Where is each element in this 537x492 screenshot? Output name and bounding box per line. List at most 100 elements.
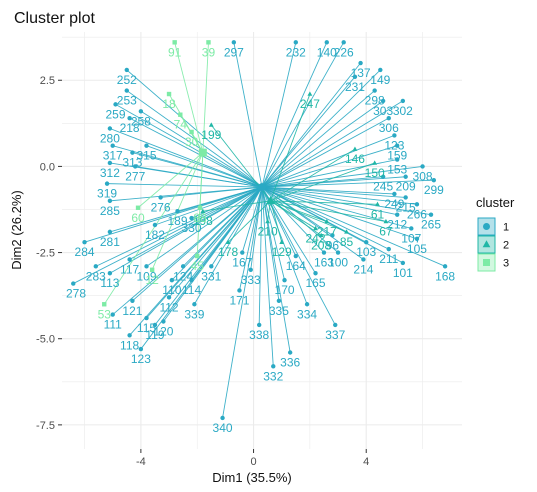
cluster-1-point-label: 265 [421, 218, 441, 232]
cluster-2-segment [270, 200, 316, 229]
cluster-3-point-label: 53 [98, 307, 112, 321]
cluster-1-point [293, 40, 299, 45]
cluster-1-point [152, 222, 158, 228]
cluster-3-segment [137, 152, 204, 209]
cluster-1-point [400, 98, 406, 104]
y-tick-label: -7.5 [36, 420, 55, 432]
cluster-1-point-label: 115 [137, 321, 156, 335]
cluster-1-segment [261, 186, 432, 216]
cluster-1-segment [191, 186, 263, 281]
data-points [71, 40, 448, 421]
cluster-1-point [166, 295, 172, 300]
cluster-1-point-label: 96 [326, 238, 340, 252]
cluster-1-point-label: 118 [120, 338, 139, 352]
cluster-3-point [195, 253, 200, 259]
cluster-1-point [248, 267, 253, 272]
cluster-1-point [124, 88, 129, 93]
legend-label-2: 2 [503, 240, 509, 252]
cluster-1-point-label: 117 [120, 262, 139, 276]
cluster-1-point-label: 332 [263, 369, 283, 383]
cluster-1-point [380, 174, 386, 179]
cluster-1-point [304, 302, 310, 307]
cluster-1-point [395, 157, 400, 162]
cluster-1-segment [261, 42, 328, 188]
cluster-1-segment [241, 186, 263, 253]
cluster-1-point-label: 283 [86, 269, 106, 283]
cluster-1-point-label: 335 [269, 304, 289, 318]
cluster-1-point-label: 253 [117, 94, 137, 108]
cluster-1-segment [168, 186, 263, 298]
cluster-2-point [324, 218, 330, 224]
cluster-2-point [225, 239, 231, 244]
cluster-1-segment [210, 186, 263, 267]
cluster-1-segment [261, 186, 398, 216]
cluster-1-point [414, 236, 420, 241]
cluster-2-point-label: 208 [311, 238, 331, 252]
cluster-1-point [130, 150, 135, 155]
cluster-1-point-label: 103 [356, 245, 376, 259]
cluster-1-point-label: 113 [100, 276, 119, 290]
cluster-1-segment [261, 186, 446, 267]
cluster-1-point-label: 258 [131, 114, 151, 128]
cluster-3-point [102, 302, 107, 307]
legend-marker-2 [482, 240, 491, 248]
cluster-1-point [71, 281, 76, 286]
cluster-1-point [237, 288, 242, 293]
cluster-1-segment [261, 186, 297, 257]
cluster-3-point [166, 91, 172, 97]
cluster-3-segment [202, 42, 209, 153]
cluster-1-point-label: 109 [136, 269, 156, 283]
cluster-1-point [127, 115, 132, 121]
cluster-2-segment [270, 200, 327, 222]
cluster-2-segment [202, 200, 271, 212]
cluster-2-point-label: 242 [306, 231, 326, 245]
cluster-1-point [400, 260, 406, 266]
cluster-1-segment [107, 183, 263, 188]
cluster-1-point-label: 317 [103, 149, 123, 163]
cluster-1-point [276, 298, 282, 304]
cluster-3-point-label: 39 [202, 45, 216, 59]
x-axis-title: Dim1 (35.5%) [212, 470, 291, 485]
cluster-1-point [386, 246, 391, 252]
cluster-1-point-label: 107 [401, 231, 421, 245]
cluster-1-segment [177, 186, 263, 212]
cluster-1-point-label: 105 [407, 242, 427, 256]
cluster-1-point [107, 198, 113, 204]
cluster-1-point-label: 340 [213, 421, 233, 435]
cluster-1-point-label: 209 [396, 180, 416, 194]
cluster-1-point [209, 264, 214, 269]
cluster-1-point-label: 137 [351, 66, 371, 80]
cluster-1-point [138, 109, 144, 114]
cluster-3-segment [103, 152, 204, 305]
cluster-1-segment [261, 117, 389, 188]
cluster-1-point [161, 319, 166, 324]
cluster-1-segment [261, 186, 336, 326]
cluster-2-point [208, 122, 214, 127]
cluster-1-point-label: 140 [317, 45, 337, 59]
cluster-2-segment [270, 148, 356, 202]
cluster-1-segment [261, 186, 367, 243]
cluster-2-point-label: 217 [317, 225, 337, 239]
cluster-1-point [107, 229, 113, 235]
cluster-1-point [133, 164, 138, 169]
cluster-1-point-label: 313 [122, 156, 142, 170]
cluster-1-segment [146, 145, 263, 188]
cluster-1-segment [135, 165, 263, 188]
cluster-3-point-label: 88 [193, 211, 207, 225]
cluster-1-point [372, 88, 377, 93]
cluster-1-point-label: 168 [435, 269, 455, 283]
y-tick-label: -5.0 [36, 334, 55, 346]
cluster-1-point-label: 165 [306, 276, 326, 290]
cluster-1-point-label: 226 [334, 45, 354, 59]
cluster-1-point [380, 98, 386, 104]
cluster-1-segment [261, 186, 406, 198]
cluster-1-point-label: 171 [229, 293, 249, 307]
cluster-2-point-label: 67 [379, 225, 393, 239]
cluster-1-point [431, 177, 437, 183]
cluster-3-point [178, 112, 183, 117]
cluster-1-point [231, 40, 237, 45]
cluster-1-point [93, 264, 99, 269]
cluster-1-point [361, 257, 366, 262]
cluster-1-segment [146, 186, 263, 267]
cluster-1-point [220, 415, 225, 421]
